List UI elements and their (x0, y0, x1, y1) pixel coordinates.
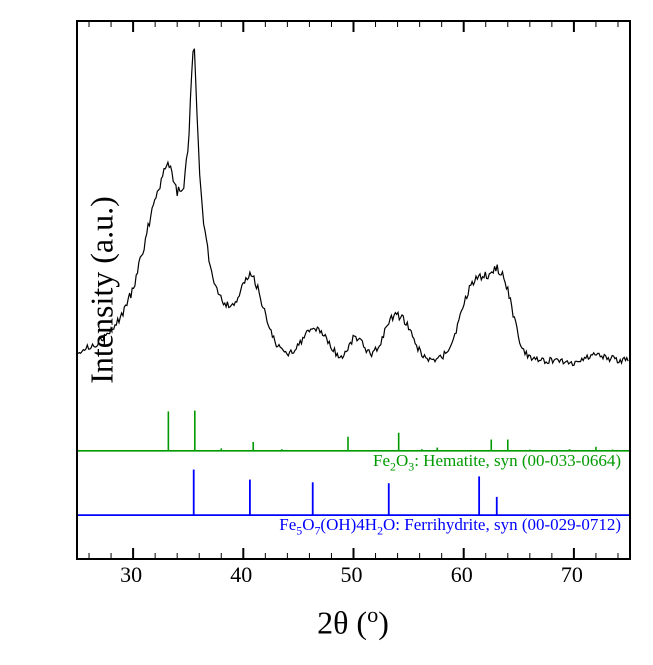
xrd-spectrum (78, 49, 628, 366)
x-tick-label: 30 (111, 562, 151, 588)
y-axis-label: Intensity (a.u.) (83, 196, 120, 384)
plot-frame (76, 20, 631, 560)
hematite-reference-label: Fe2O3: Hematite, syn (00-033-0664) (373, 451, 621, 474)
x-tick-label: 50 (332, 562, 372, 588)
x-tick-label: 60 (442, 562, 482, 588)
ferrihydrite-reference-label: Fe5O7(OH)4H2O: Ferrihydrite, syn (00-029… (279, 515, 621, 538)
x-tick-label: 40 (221, 562, 261, 588)
x-tick-label: 70 (552, 562, 592, 588)
figure: 30 40 50 60 70 Intensity (a.u.) 2θ (o) Fe2O3… (0, 0, 653, 665)
plot-svg (78, 22, 629, 558)
x-axis-label: 2θ (o) (317, 602, 389, 642)
